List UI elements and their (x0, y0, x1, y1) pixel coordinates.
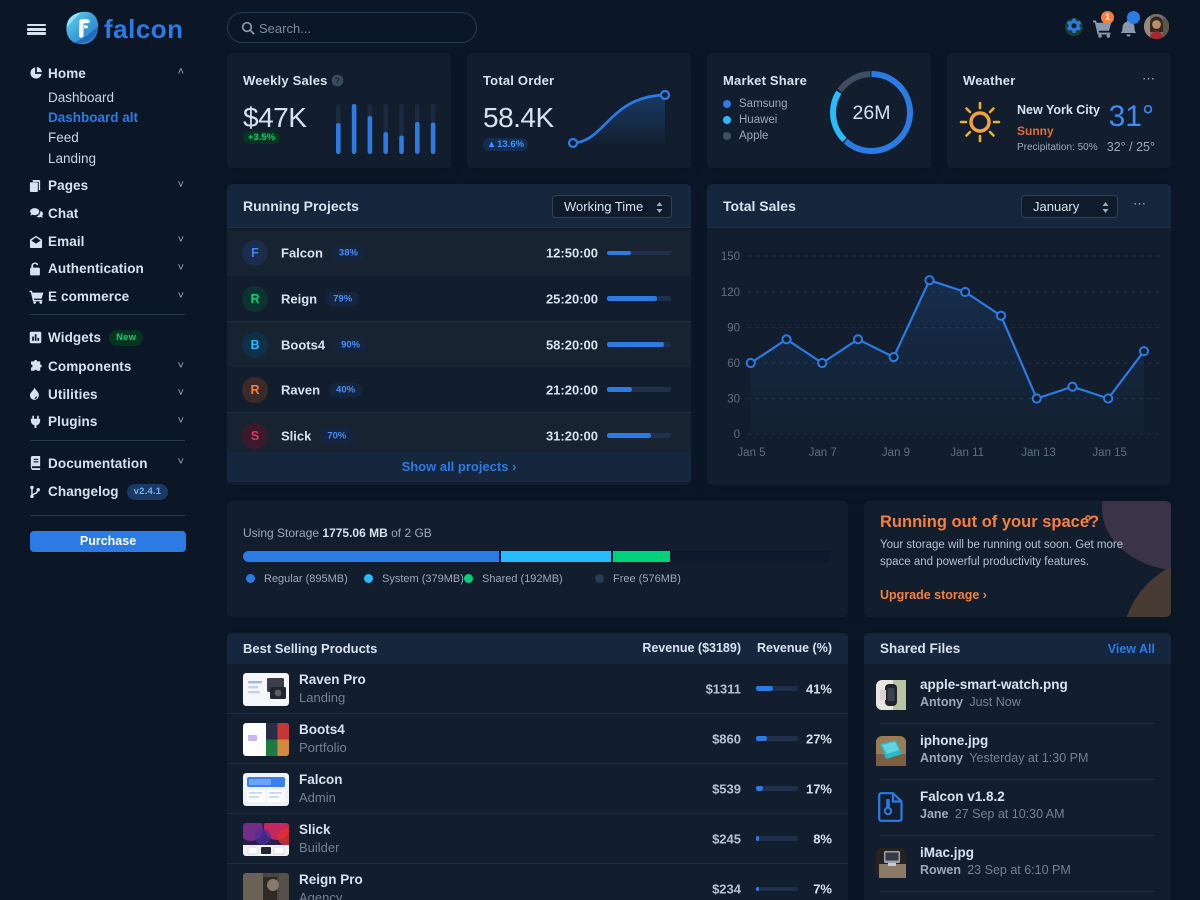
svg-text:Jan 11: Jan 11 (950, 447, 984, 459)
svg-text:Jan 13: Jan 13 (1021, 447, 1056, 459)
svg-text:Jan 9: Jan 9 (882, 447, 910, 459)
svg-text:?: ? (335, 75, 340, 85)
svg-text:120: 120 (721, 287, 740, 299)
svg-text:Jan 7: Jan 7 (809, 447, 837, 459)
svg-text:Jan 15: Jan 15 (1092, 447, 1127, 459)
svg-text:26M: 26M (853, 102, 891, 124)
svg-text:Jan 5: Jan 5 (737, 447, 765, 459)
svg-text:150: 150 (721, 251, 740, 263)
svg-text:90: 90 (727, 323, 740, 335)
svg-text:0: 0 (734, 429, 740, 441)
svg-text:60: 60 (727, 358, 740, 370)
svg-text:30: 30 (727, 394, 740, 406)
